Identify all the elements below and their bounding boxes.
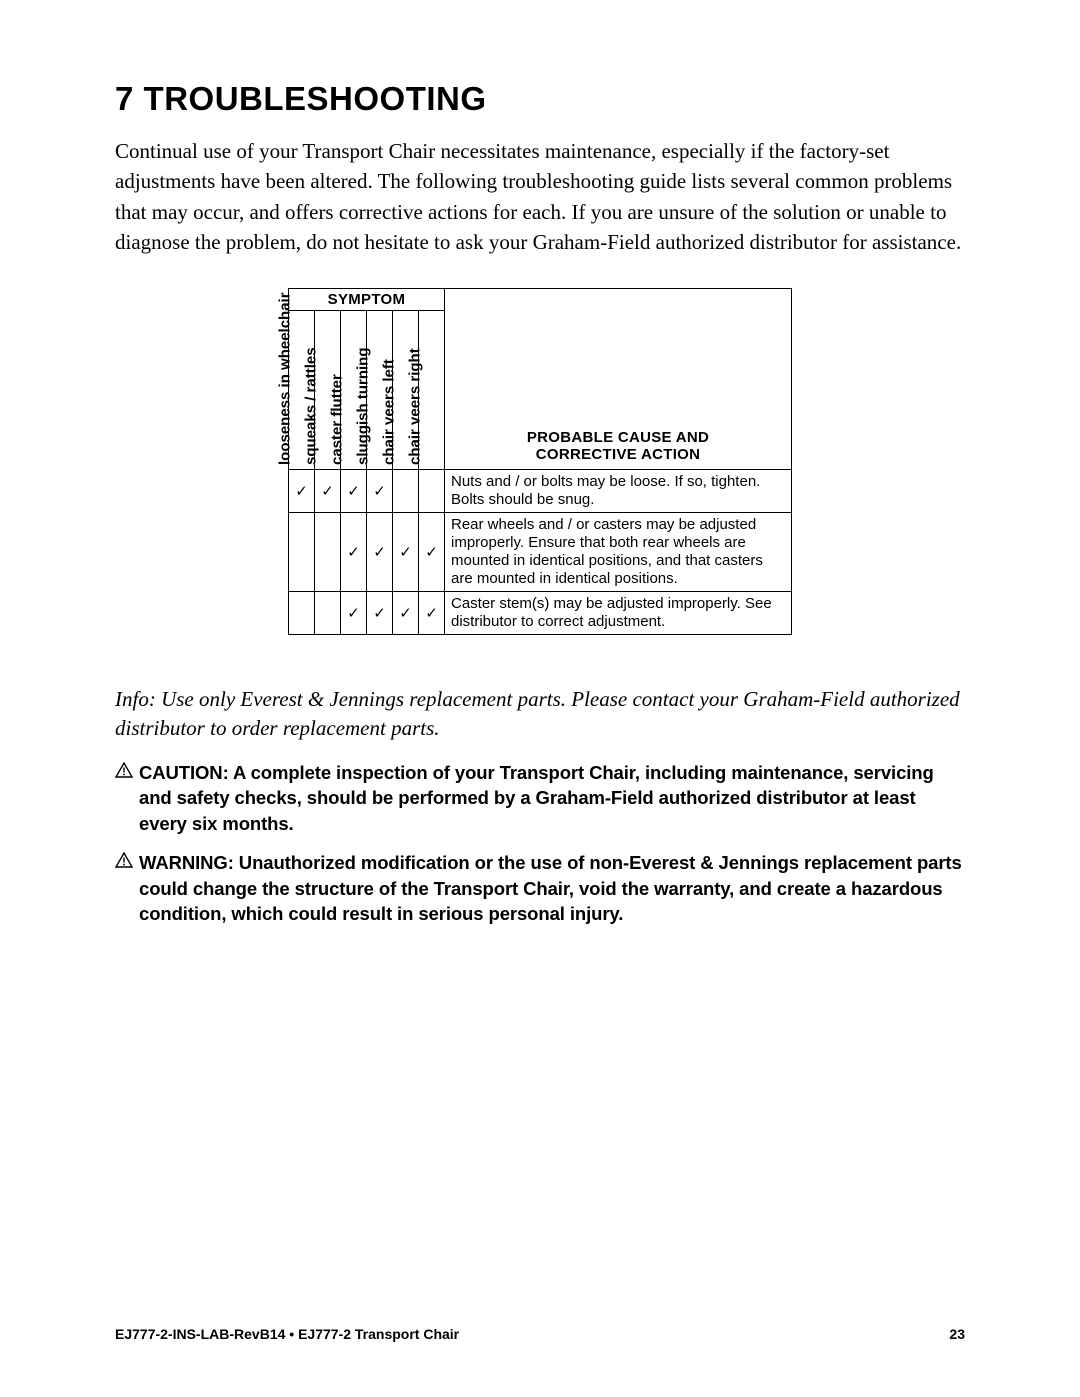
check-cell: ✓ bbox=[341, 469, 367, 512]
table-row: SYMPTOM PROBABLE CAUSE AND CORRECTIVE AC… bbox=[289, 288, 792, 310]
table-row: ✓ ✓ ✓ ✓ Caster stem(s) may be adjusted i… bbox=[289, 591, 792, 634]
caution-text: CAUTION: A complete inspection of your T… bbox=[139, 760, 965, 837]
intro-paragraph: Continual use of your Transport Chair ne… bbox=[115, 136, 965, 258]
symptom-col-label: squeaks / rattles bbox=[302, 347, 319, 465]
info-note: Info: Use only Everest & Jennings replac… bbox=[115, 685, 965, 744]
footer-doc-id: EJ777-2-INS-LAB-RevB14 • EJ777-2 Transpo… bbox=[115, 1326, 459, 1342]
symptom-col-label: caster flutter bbox=[328, 374, 345, 465]
check-cell: ✓ bbox=[341, 591, 367, 634]
troubleshooting-table-wrap: SYMPTOM PROBABLE CAUSE AND CORRECTIVE AC… bbox=[115, 288, 965, 635]
warning-triangle-icon bbox=[115, 762, 133, 783]
cause-header-line1: PROBABLE CAUSE AND bbox=[527, 429, 709, 446]
warning-block: WARNING: Unauthorized modification or th… bbox=[115, 850, 965, 927]
cause-header-line2: CORRECTIVE ACTION bbox=[536, 446, 701, 463]
cause-cell: Nuts and / or bolts may be loose. If so,… bbox=[445, 469, 792, 512]
check-cell: ✓ bbox=[367, 512, 393, 591]
table-row: ✓ ✓ ✓ ✓ Rear wheels and / or casters may… bbox=[289, 512, 792, 591]
section-number: 7 bbox=[115, 80, 134, 117]
cause-cell: Rear wheels and / or casters may be adju… bbox=[445, 512, 792, 591]
check-cell: ✓ bbox=[367, 591, 393, 634]
check-cell: ✓ bbox=[419, 512, 445, 591]
check-cell bbox=[289, 591, 315, 634]
check-cell: ✓ bbox=[419, 591, 445, 634]
cause-cell: Caster stem(s) may be adjusted improperl… bbox=[445, 591, 792, 634]
document-page: 7 TROUBLESHOOTING Continual use of your … bbox=[0, 0, 1080, 1397]
check-cell: ✓ bbox=[393, 512, 419, 591]
check-cell bbox=[315, 512, 341, 591]
footer-page-number: 23 bbox=[949, 1326, 965, 1342]
check-cell bbox=[289, 512, 315, 591]
check-cell: ✓ bbox=[315, 469, 341, 512]
check-cell bbox=[315, 591, 341, 634]
check-cell: ✓ bbox=[341, 512, 367, 591]
table-row: ✓ ✓ ✓ ✓ Nuts and / or bolts may be loose… bbox=[289, 469, 792, 512]
cause-header: PROBABLE CAUSE AND CORRECTIVE ACTION bbox=[445, 288, 792, 469]
section-heading: 7 TROUBLESHOOTING bbox=[115, 80, 965, 118]
troubleshooting-table: SYMPTOM PROBABLE CAUSE AND CORRECTIVE AC… bbox=[288, 288, 792, 635]
check-cell: ✓ bbox=[289, 469, 315, 512]
check-cell: ✓ bbox=[393, 591, 419, 634]
check-cell bbox=[393, 469, 419, 512]
symptom-col-label: chair veers left bbox=[380, 359, 397, 465]
symptom-col-label: sluggish turning bbox=[354, 347, 371, 465]
check-cell: ✓ bbox=[367, 469, 393, 512]
symptom-col-label: looseness in wheelchair bbox=[276, 292, 293, 465]
symptom-group-header: SYMPTOM bbox=[289, 288, 445, 310]
symptom-col-label: chair veers right bbox=[406, 348, 423, 465]
warning-text: WARNING: Unauthorized modification or th… bbox=[139, 850, 965, 927]
warning-triangle-icon bbox=[115, 852, 133, 873]
section-title-text: TROUBLESHOOTING bbox=[144, 80, 487, 117]
symptom-col-header: chair veers right bbox=[419, 310, 445, 469]
check-cell bbox=[419, 469, 445, 512]
caution-block: CAUTION: A complete inspection of your T… bbox=[115, 760, 965, 837]
page-footer: EJ777-2-INS-LAB-RevB14 • EJ777-2 Transpo… bbox=[115, 1326, 965, 1342]
